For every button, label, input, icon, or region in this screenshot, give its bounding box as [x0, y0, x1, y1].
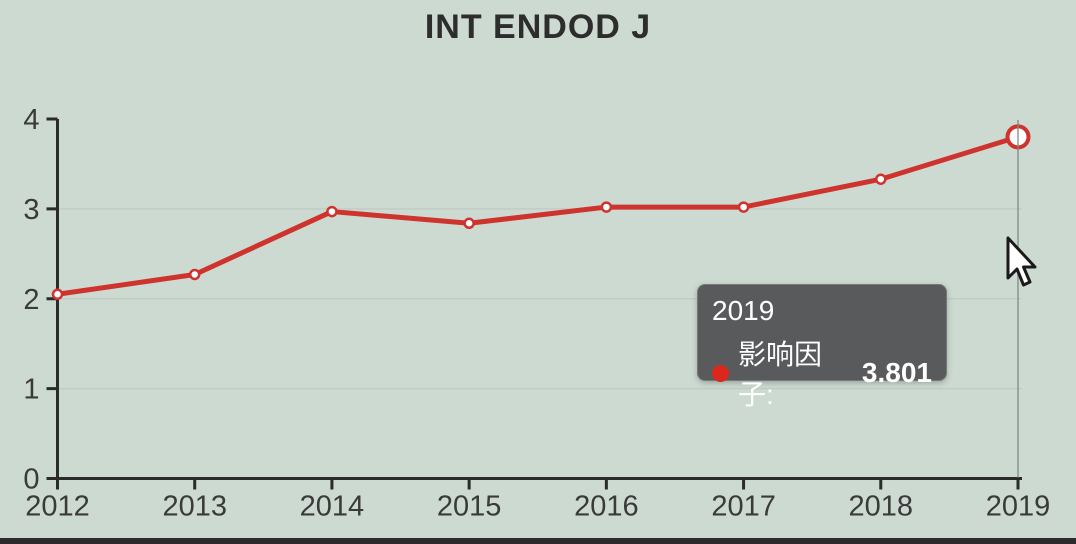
bottom-bar: [0, 538, 1076, 544]
x-tick-label: 2014: [300, 491, 365, 523]
series-line: [55, 134, 1021, 297]
data-point: [737, 201, 750, 213]
y-tick-label: 2: [23, 284, 39, 316]
x-tick-label: 2016: [574, 491, 639, 523]
tooltip-series-value: 3.801: [861, 357, 932, 388]
tooltip: 2019 影响因子: 3.801: [697, 284, 947, 410]
data-point: [188, 268, 201, 281]
data-point: [875, 173, 887, 185]
data-point: [51, 288, 64, 301]
data-point: [600, 201, 613, 213]
tooltip-series-row: 影响因子: 3.801: [712, 333, 932, 413]
tooltip-series-label: 影响因子:: [738, 339, 823, 410]
data-point: [463, 217, 475, 230]
y-tick-label: 4: [23, 104, 39, 136]
chart-title: INT ENDOD J: [424, 8, 652, 46]
y-tick-label: 0: [23, 464, 39, 496]
data-point: [326, 205, 338, 218]
tooltip-series-dot-icon: [712, 364, 729, 382]
x-tick-label: 2013: [162, 491, 227, 523]
tooltip-year: 2019: [712, 295, 775, 326]
x-tick-label: 2019: [986, 491, 1051, 523]
y-tick-label: 1: [23, 374, 39, 406]
mouse-cursor-icon: [1006, 236, 1037, 287]
x-tick-label: 2018: [849, 491, 914, 523]
x-tick-label: 2015: [437, 491, 502, 523]
x-tick-label: 2017: [711, 491, 776, 523]
y-tick-label: 3: [23, 194, 39, 226]
x-tick-label: 2012: [25, 491, 90, 523]
